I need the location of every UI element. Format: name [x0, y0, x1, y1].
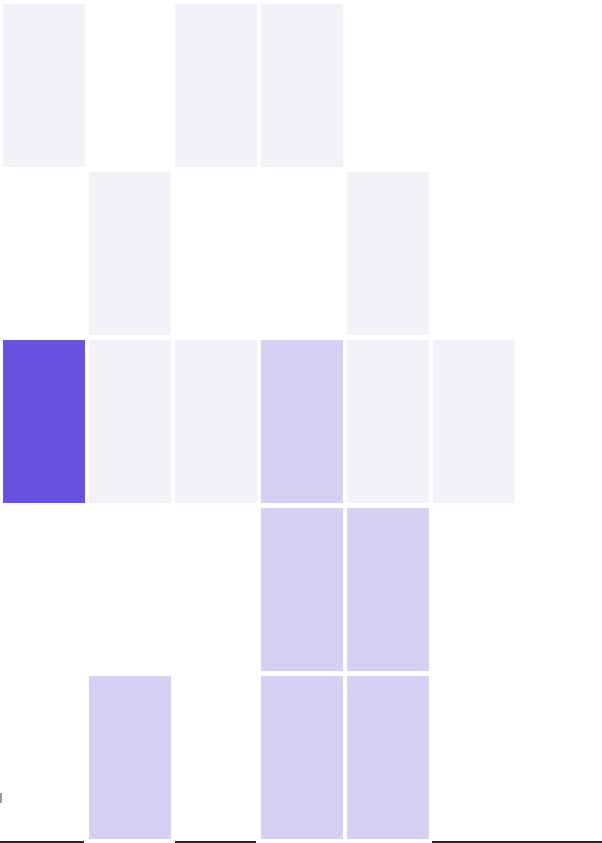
tile-r1-c1[interactable]	[3, 4, 85, 167]
tile-r3-c1[interactable]	[3, 340, 85, 503]
tile-r2-c7	[519, 172, 601, 335]
tile-r2-c1	[3, 172, 85, 335]
tile-r4-c2	[89, 508, 171, 671]
tile-r5-c1	[3, 676, 85, 839]
tile-r3-c2[interactable]	[89, 340, 171, 503]
tile-r2-c6	[433, 172, 515, 335]
tile-r5-c4[interactable]	[261, 676, 343, 839]
tile-r3-c5[interactable]	[347, 340, 429, 503]
baseline-segment-2	[175, 841, 256, 843]
tile-r5-c3	[175, 676, 257, 839]
tile-r2-c2[interactable]	[89, 172, 171, 335]
tile-r2-c4	[261, 172, 343, 335]
edge-marker	[0, 793, 2, 803]
tile-r3-c3[interactable]	[175, 340, 257, 503]
tile-r4-c4[interactable]	[261, 508, 343, 671]
tile-r1-c5	[347, 4, 429, 167]
tile-r1-c4[interactable]	[261, 4, 343, 167]
tile-r2-c5[interactable]	[347, 172, 429, 335]
tile-r1-c3[interactable]	[175, 4, 257, 167]
tile-r2-c3	[175, 172, 257, 335]
tile-r5-c5[interactable]	[347, 676, 429, 839]
tile-r3-c7	[519, 340, 601, 503]
tile-r1-c2	[89, 4, 171, 167]
tile-r4-c3	[175, 508, 257, 671]
tile-r5-c7	[519, 676, 601, 839]
tile-r4-c1	[3, 508, 85, 671]
tile-r1-c7	[519, 4, 601, 167]
baseline-segment-3	[432, 841, 602, 843]
tile-r4-c6	[433, 508, 515, 671]
tile-r4-c5[interactable]	[347, 508, 429, 671]
tile-r5-c2[interactable]	[89, 676, 171, 839]
tile-r5-c6	[433, 676, 515, 839]
tile-r3-c6[interactable]	[433, 340, 515, 503]
baseline-segment-1	[0, 841, 84, 843]
tile-r4-c7	[519, 508, 601, 671]
tile-r1-c6	[433, 4, 515, 167]
tile-r3-c4[interactable]	[261, 340, 343, 503]
